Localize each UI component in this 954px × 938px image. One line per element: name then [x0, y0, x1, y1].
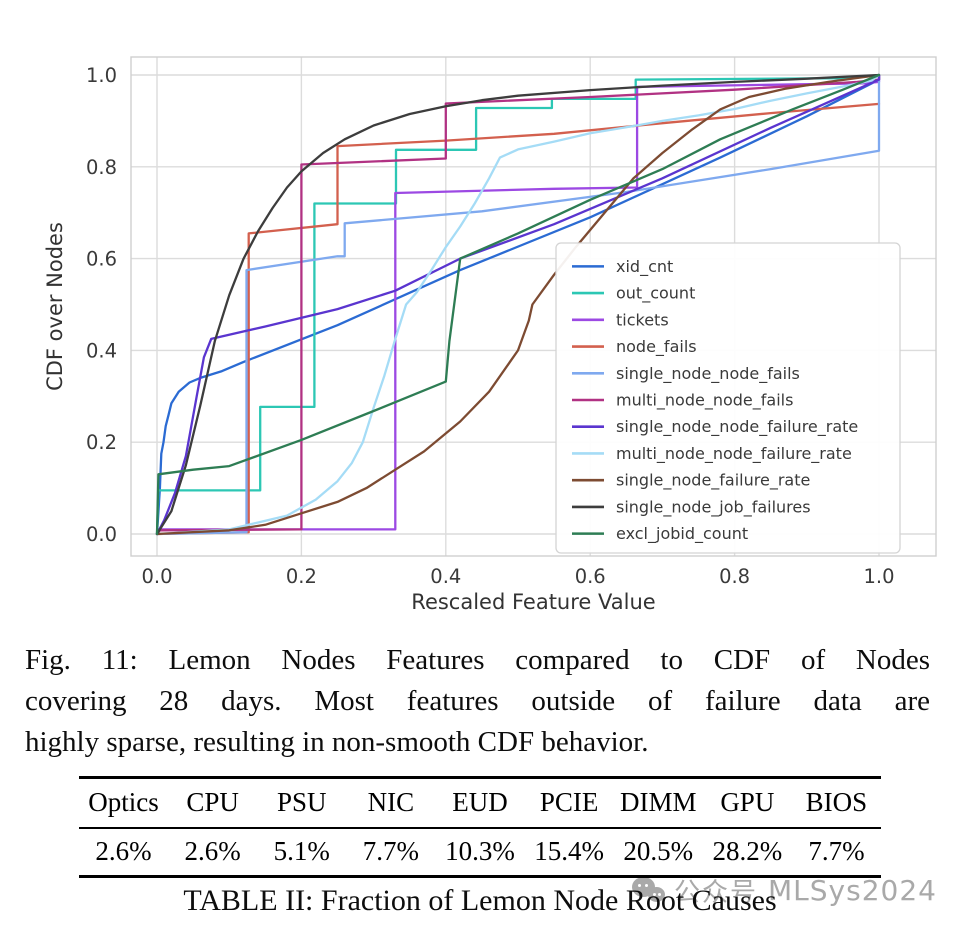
- watermark-text-cn: 公众号: [674, 878, 759, 908]
- x-axis-label: Rescaled Feature Value: [411, 590, 655, 614]
- series-line-single_node_node_failure_rate: [155, 73, 881, 536]
- table-data-cell: 2.6%: [184, 836, 241, 866]
- table-data-row: 2.6% 2.6% 5.1% 7.7% 10.3% 15.4% 20.5% 28…: [79, 828, 881, 877]
- x-tick-label: 1.0: [863, 565, 894, 588]
- y-tick-label: 0.4: [86, 339, 117, 362]
- series-line-single_node_node_fails: [155, 73, 881, 536]
- table-header-cell: Optics: [79, 777, 169, 829]
- watermark: 公众号 MLSys2024: [632, 872, 937, 909]
- legend-label-multi_node_node_failure_rate: multi_node_node_failure_rate: [616, 444, 852, 464]
- y-tick-label: 0.6: [86, 248, 117, 271]
- table-data-cell: 20.5%: [623, 836, 694, 866]
- legend-label-xid_cnt: xid_cnt: [616, 257, 673, 277]
- table-data-cell: 7.7%: [808, 836, 865, 866]
- root-cause-table-wrap: Optics CPU PSU NIC EUD PCIE DIMM GPU BIO…: [79, 776, 881, 878]
- series-line-xid_cnt: [155, 73, 881, 536]
- table-data-cell: 28.2%: [712, 836, 783, 866]
- legend-label-single_node_job_failures: single_node_job_failures: [616, 497, 811, 517]
- series-line-out_count: [155, 73, 881, 536]
- legend-label-out_count: out_count: [616, 284, 695, 304]
- table-header-cell: CPU: [168, 777, 258, 829]
- series-line-single_node_job_failures: [155, 73, 881, 536]
- y-tick-label: 0.0: [86, 523, 117, 546]
- x-tick-label: 0.0: [141, 565, 172, 588]
- legend-label-single_node_node_fails: single_node_node_fails: [616, 364, 800, 384]
- series-line-node_fails: [155, 102, 881, 536]
- y-tick-label: 0.8: [86, 156, 117, 179]
- figure-caption-line-2: covering 28 days. Most features outside …: [25, 685, 930, 717]
- table-header-cell: PSU: [257, 777, 347, 829]
- cdf-chart: 0.0 0.2 0.4 0.6 0.8 1.0 0.0 0.2 0.4 0.6 0.8 1.0 Resc…: [43, 56, 937, 614]
- watermark-text-en: MLSys2024: [768, 874, 937, 907]
- x-tick-label: 0.6: [575, 565, 606, 588]
- plot-frame: [130, 56, 937, 557]
- legend-label-node_fails: node_fails: [616, 337, 697, 357]
- figure-caption: Fig. 11: Lemon Nodes Features compared t…: [25, 640, 930, 763]
- figure-caption-line-1: Fig. 11: Lemon Nodes Features compared t…: [25, 644, 930, 676]
- table-header-cell: EUD: [435, 777, 525, 829]
- x-tick-label: 0.8: [719, 565, 750, 588]
- table-header-cell: PCIE: [524, 777, 614, 829]
- legend-label-tickets: tickets: [616, 310, 669, 329]
- table-data-cell: 15.4%: [534, 836, 604, 866]
- legend-label-excl_jobid_count: excl_jobid_count: [616, 524, 748, 544]
- table-header-cell: GPU: [702, 777, 792, 829]
- series-line-single_node_failure_rate: [155, 73, 881, 536]
- y-axis-label: CDF over Nodes: [43, 222, 67, 391]
- x-tick-label: 0.4: [430, 565, 461, 588]
- legend-box: [555, 242, 901, 554]
- table-header-cell: NIC: [346, 777, 436, 829]
- series-line-excl_jobid_count: [155, 73, 881, 536]
- table-header-row: Optics CPU PSU NIC EUD PCIE DIMM GPU BIO…: [79, 777, 881, 829]
- table-data-cell: 7.7%: [362, 836, 419, 866]
- legend-label-multi_node_node_fails: multi_node_node_fails: [616, 391, 793, 411]
- root-cause-table: Optics CPU PSU NIC EUD PCIE DIMM GPU BIO…: [79, 776, 881, 878]
- cdf-figure: 0.0 0.2 0.4 0.6 0.8 1.0 0.0 0.2 0.4 0.6 0.8 1.0 Resc…: [43, 56, 937, 614]
- x-tick-label: 0.2: [286, 565, 317, 588]
- table-data-cell: 10.3%: [445, 836, 515, 866]
- series-line-multi_node_node_failure_rate: [155, 73, 881, 536]
- table-caption: TABLE II: Fraction of Lemon Node Root Ca…: [183, 884, 777, 917]
- table-data-cell: 5.1%: [273, 836, 330, 866]
- table-data-cell: 2.6%: [95, 836, 152, 866]
- figure-caption-line-3: highly sparse, resulting in non-smooth C…: [25, 726, 649, 758]
- table-header-cell: BIOS: [791, 777, 881, 829]
- y-tick-label: 1.0: [86, 64, 117, 87]
- y-tick-label: 0.2: [86, 431, 117, 454]
- legend-label-single_node_node_failure_rate: single_node_node_failure_rate: [616, 417, 858, 437]
- wechat-icon: [632, 875, 668, 907]
- legend-label-single_node_failure_rate: single_node_failure_rate: [616, 471, 810, 491]
- table-header-cell: DIMM: [613, 777, 703, 829]
